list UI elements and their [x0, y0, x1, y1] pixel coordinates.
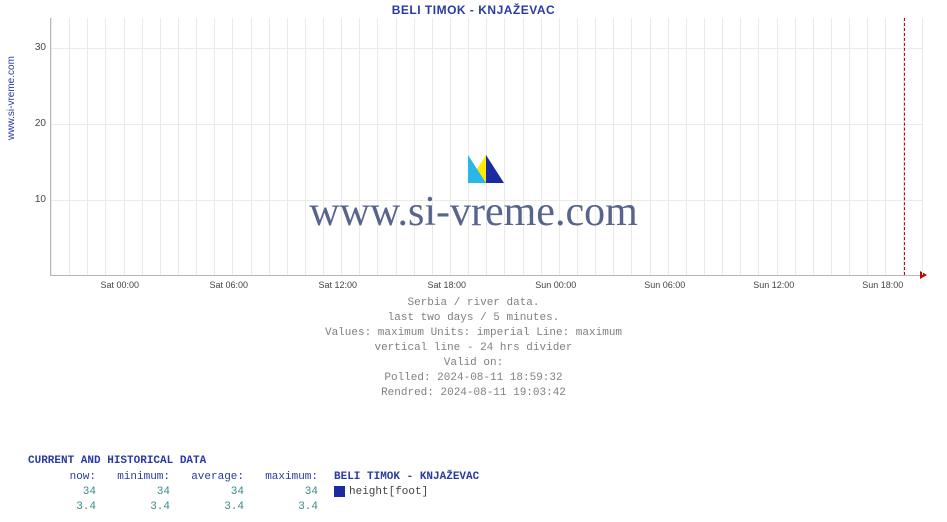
gridline-v [414, 18, 415, 275]
footer-data-row: 34 34 34 34 height[foot] [28, 484, 479, 499]
caption-line: vertical line - 24 hrs divider [0, 341, 947, 356]
divider-line [904, 18, 905, 275]
gridline-v [668, 18, 669, 275]
watermark-icon [468, 155, 504, 183]
xtick-label: Sat 00:00 [90, 280, 150, 290]
gridline-v [885, 18, 886, 275]
gridline-v [577, 18, 578, 275]
gridline-v [341, 18, 342, 275]
caption-line: Rendred: 2024-08-11 19:03:42 [0, 386, 947, 401]
caption-line: last two days / 5 minutes. [0, 311, 947, 326]
gridline-v [51, 18, 52, 275]
gridline-v [251, 18, 252, 275]
xtick-label: Sun 06:00 [635, 280, 695, 290]
gridline-v [740, 18, 741, 275]
series-name: height[foot] [349, 486, 428, 498]
gridline-v [650, 18, 651, 275]
gridline-v [432, 18, 433, 275]
plot-area [50, 18, 922, 276]
gridline-v [813, 18, 814, 275]
col-now: now: [28, 471, 102, 483]
gridline-v [196, 18, 197, 275]
caption-line: Polled: 2024-08-11 18:59:32 [0, 371, 947, 386]
xtick-label: Sun 12:00 [744, 280, 804, 290]
gridline-v [214, 18, 215, 275]
gridline-v [450, 18, 451, 275]
xtick-label: Sat 12:00 [308, 280, 368, 290]
caption-line: Serbia / river data. [0, 296, 947, 311]
gridline-v [359, 18, 360, 275]
gridline-v [178, 18, 179, 275]
footer-header-row: now: minimum: average: maximum: BELI TIM… [28, 469, 479, 484]
gridline-v [124, 18, 125, 275]
col-avg: average: [176, 471, 250, 483]
col-max: maximum: [250, 471, 324, 483]
gridline-v [142, 18, 143, 275]
caption-block: Serbia / river data. last two days / 5 m… [0, 296, 947, 401]
xtick-label: Sat 18:00 [417, 280, 477, 290]
gridline-v [758, 18, 759, 275]
gridline-v [377, 18, 378, 275]
gridline-v [722, 18, 723, 275]
watermark-text: www.si-vreme.com [0, 188, 947, 236]
val-now: 3.4 [28, 501, 102, 513]
gridline-v [541, 18, 542, 275]
gridline-v [631, 18, 632, 275]
val-min: 34 [102, 486, 176, 498]
val-avg: 3.4 [176, 501, 250, 513]
gridline-v [686, 18, 687, 275]
gridline-v [922, 18, 923, 275]
ytick-label: 10 [30, 194, 46, 205]
gridline-v [323, 18, 324, 275]
gridline-v [867, 18, 868, 275]
chart-title: BELI TIMOK - KNJAŽEVAC [0, 3, 947, 17]
gridline-v [287, 18, 288, 275]
xtick-label: Sun 00:00 [526, 280, 586, 290]
gridline-v [305, 18, 306, 275]
val-max: 3.4 [250, 501, 324, 513]
gridline-v [87, 18, 88, 275]
gridline-v [105, 18, 106, 275]
gridline-v [523, 18, 524, 275]
xtick-label: Sat 06:00 [199, 280, 259, 290]
footer-title: CURRENT AND HISTORICAL DATA [28, 455, 479, 467]
gridline-v [595, 18, 596, 275]
gridline-v [396, 18, 397, 275]
ytick-label: 20 [30, 118, 46, 129]
gridline-v [831, 18, 832, 275]
val-min: 3.4 [102, 501, 176, 513]
val-now: 34 [28, 486, 102, 498]
gridline-v [777, 18, 778, 275]
series-label: BELI TIMOK - KNJAŽEVAC [324, 471, 479, 483]
gridline-v [160, 18, 161, 275]
val-avg: 34 [176, 486, 250, 498]
caption-line: Valid on: [0, 356, 947, 371]
footer-block: CURRENT AND HISTORICAL DATA now: minimum… [28, 455, 479, 514]
gridline-v [504, 18, 505, 275]
series-swatch [334, 486, 345, 497]
chart-canvas: www.si-vreme.com BELI TIMOK - KNJAŽEVAC … [0, 0, 947, 522]
caption-line: Values: maximum Units: imperial Line: ma… [0, 326, 947, 341]
xtick-label: Sun 18:00 [853, 280, 913, 290]
gridline-v [613, 18, 614, 275]
footer-data-row: 3.4 3.4 3.4 3.4 [28, 499, 479, 514]
gridline-v [486, 18, 487, 275]
gridline-v [795, 18, 796, 275]
gridline-v [232, 18, 233, 275]
gridline-v [69, 18, 70, 275]
val-max: 34 [250, 486, 324, 498]
gridline-v [269, 18, 270, 275]
ytick-label: 30 [30, 42, 46, 53]
gridline-v [849, 18, 850, 275]
col-min: minimum: [102, 471, 176, 483]
gridline-v [559, 18, 560, 275]
gridline-v [704, 18, 705, 275]
gridline-v [468, 18, 469, 275]
y-axis-label: www.si-vreme.com [6, 56, 17, 140]
